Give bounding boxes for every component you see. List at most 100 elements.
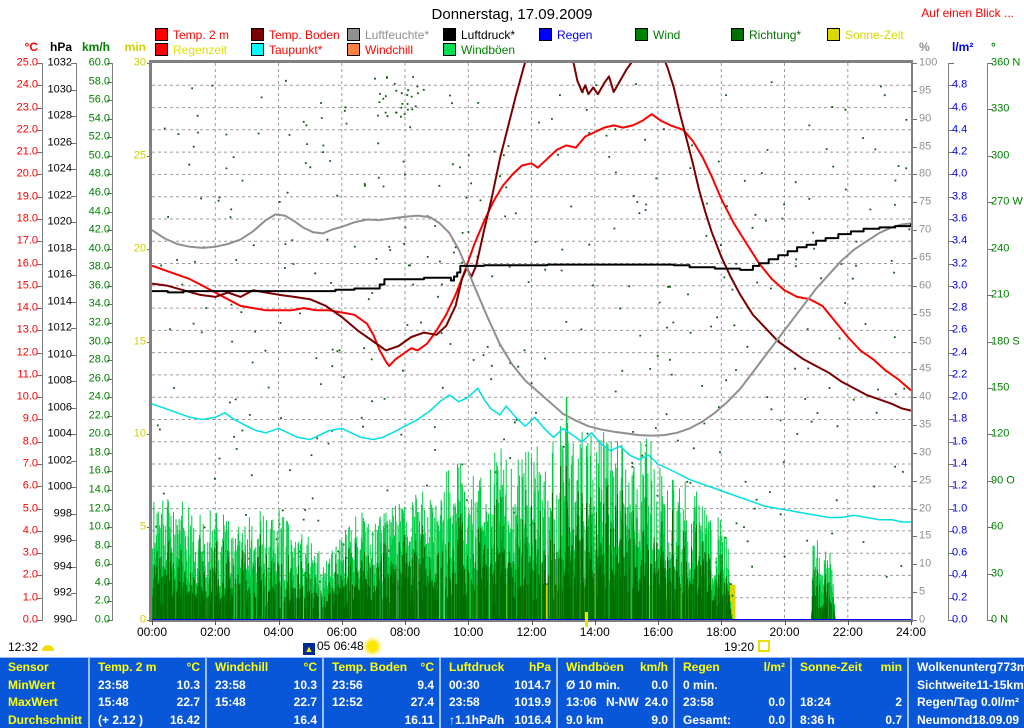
table-cell-time: 12:52 [332, 695, 363, 710]
axis-tick [37, 508, 42, 510]
axis-tick-label: 3.0 [22, 546, 38, 559]
axis-tick-label: 0 N [991, 613, 1009, 626]
axis-tick-label: 4.4 [952, 123, 968, 136]
table-col-unit: °C [186, 659, 200, 674]
legend-item-taupunkt-[interactable]: Taupunkt* [251, 43, 322, 57]
legend-item-sonne-zeit[interactable]: Sonne-Zeit [827, 28, 904, 42]
legend-item-wind[interactable]: Wind [635, 28, 680, 42]
series-tempboden [152, 63, 911, 412]
info-value: 18.09.09 [972, 713, 1020, 728]
table-col-info: Wolkenunterg 773m Sichtweite 11-15km Regen/T… [907, 658, 1024, 728]
axis-tick [988, 341, 993, 343]
table-col-header: Sonne-Zeit [800, 659, 862, 674]
x-axis-label: 14:00 [579, 625, 610, 639]
axis-tick [71, 89, 76, 91]
table-cell-time: 00:30 [449, 677, 480, 692]
axis-tick-label: 5 [139, 520, 146, 533]
info-label: Neumond [917, 713, 973, 728]
axis-line-lm2 [948, 63, 949, 621]
axis-tick [107, 397, 112, 399]
axis-tick-label: 1020 [47, 215, 72, 228]
legend-item-regen[interactable]: Regen [539, 28, 592, 42]
axis-tick-label: 1024 [47, 162, 72, 175]
legend-item-richtung-[interactable]: Richtung* [731, 28, 801, 42]
axis-tick-label: 0 [139, 613, 146, 626]
table-col-header: Luftdruck [449, 659, 505, 674]
legend-item-luftfeuchte-[interactable]: Luftfeuchte* [347, 28, 429, 42]
axis-tick [37, 285, 42, 287]
legend-swatch [827, 28, 840, 41]
table-col-temp-boden: Temp. Boden °C 23:56 9.4 12:52 27.4 16.11 [322, 658, 439, 728]
table-cell-value: 16.4 [293, 713, 317, 728]
axis-tick-label: 1022 [47, 189, 72, 202]
legend-swatch [155, 43, 168, 56]
axis-tick [71, 301, 76, 303]
axis-tick [107, 192, 112, 194]
axis-tick [71, 142, 76, 144]
axis-tick-label: 5 [919, 585, 926, 598]
axis-tick [949, 308, 954, 310]
legend-swatch [731, 28, 744, 41]
table-cell-value: 22.7 [293, 695, 317, 710]
axis-tick-label: 30 [991, 567, 1004, 580]
axis-tick-label: 25.0 [16, 56, 38, 69]
axis-tick [107, 267, 112, 269]
legend-swatch [443, 28, 456, 41]
table-col-unit: °C [303, 659, 317, 674]
axis-tick [988, 155, 993, 157]
axis-tick-label: 22.0 [88, 409, 110, 422]
axis-tick-label: 14.0 [16, 301, 38, 314]
axis-tick-label: 85 [919, 140, 932, 153]
axis-tick [988, 480, 993, 482]
moonrise-badge-icon: ▲ [303, 643, 315, 655]
axis-tick-label: 19.0 [16, 190, 38, 203]
axis-tick [107, 527, 112, 529]
axis-tick-label: 8.0 [94, 539, 110, 552]
axis-tick [107, 415, 112, 417]
axis-tick [37, 553, 42, 555]
legend-item-luftdruck-[interactable]: Luftdruck* [443, 28, 515, 42]
quick-view-link[interactable]: Auf einen Blick ... [921, 6, 1014, 20]
legend-item-windchill[interactable]: Windchill [347, 43, 413, 57]
moon-marker: 12:32 [8, 640, 55, 654]
axis-tick-label: 1.8 [952, 412, 968, 425]
axis-tick [37, 397, 42, 399]
x-axis-label: 06:00 [326, 625, 357, 639]
axis-tick-label: 25 [133, 149, 146, 162]
axis-tick [949, 597, 954, 599]
axis-tick [37, 218, 42, 220]
chart-plot[interactable] [152, 63, 911, 620]
table-col-unit: °C [420, 659, 434, 674]
legend-item-temp-2-m[interactable]: Temp. 2 m [155, 28, 229, 42]
table-col-header: Temp. 2 m [98, 659, 157, 674]
axis-tick-label: 1008 [47, 374, 72, 387]
axis-tick [107, 285, 112, 287]
axis-tick [71, 513, 76, 515]
legend-item-temp-boden[interactable]: Temp. Boden [251, 28, 340, 42]
axis-tick [107, 100, 112, 102]
axis-tick-label: 54.0 [88, 112, 110, 125]
axis-tick [912, 397, 917, 399]
axis-tick [949, 575, 954, 577]
axis-tick [949, 218, 954, 220]
info-value: 11-15km [976, 677, 1024, 692]
axis-tick-label: 2.8 [952, 301, 968, 314]
table-cell-time: 15:48 [98, 695, 129, 710]
axis-tick-label: 0.0 [94, 613, 110, 626]
axis-tick-label: 36.0 [88, 279, 110, 292]
axis-tick [912, 564, 917, 566]
legend-item-regenzeit[interactable]: Regenzeit [155, 43, 227, 57]
axis-tick [37, 263, 42, 265]
legend-item-windb-en[interactable]: Windböen [443, 43, 515, 57]
axis-tick [949, 129, 954, 131]
axis-tick-label: 1000 [47, 480, 72, 493]
table-row-label: Durchschnitt [8, 713, 83, 728]
axis-tick-label: 50.0 [88, 149, 110, 162]
table-cell-value: 16.42 [169, 713, 200, 728]
axis-tick [107, 360, 112, 362]
axis-tick-label: 95 [919, 84, 932, 97]
axis-tick-label: 0 [919, 613, 926, 626]
legend-swatch [347, 43, 360, 56]
table-cell-value: 1019.9 [514, 695, 551, 710]
axis-tick [949, 241, 954, 243]
